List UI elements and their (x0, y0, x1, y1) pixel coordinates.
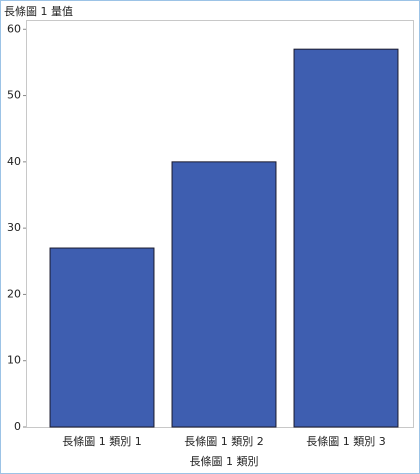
y-tick-label: 30 (7, 221, 21, 234)
y-tick-label: 40 (7, 155, 21, 168)
y-axis-label: 長條圖 1 量值 (4, 4, 73, 18)
x-tick-label: 長條圖 1 類別 1 (62, 434, 142, 448)
plot-area (26, 20, 414, 428)
y-tick-label: 20 (7, 287, 21, 300)
bar (171, 161, 277, 428)
bar (49, 247, 155, 428)
y-tick-label: 60 (7, 22, 21, 35)
x-tick-label: 長條圖 1 類別 3 (306, 434, 386, 448)
y-tick-label: 0 (14, 420, 21, 433)
x-axis-label: 長條圖 1 類別 (190, 454, 259, 468)
x-tick-label: 長條圖 1 類別 2 (184, 434, 264, 448)
y-tick-label: 50 (7, 89, 21, 102)
bar (293, 48, 399, 428)
y-tick-label: 10 (7, 354, 21, 367)
